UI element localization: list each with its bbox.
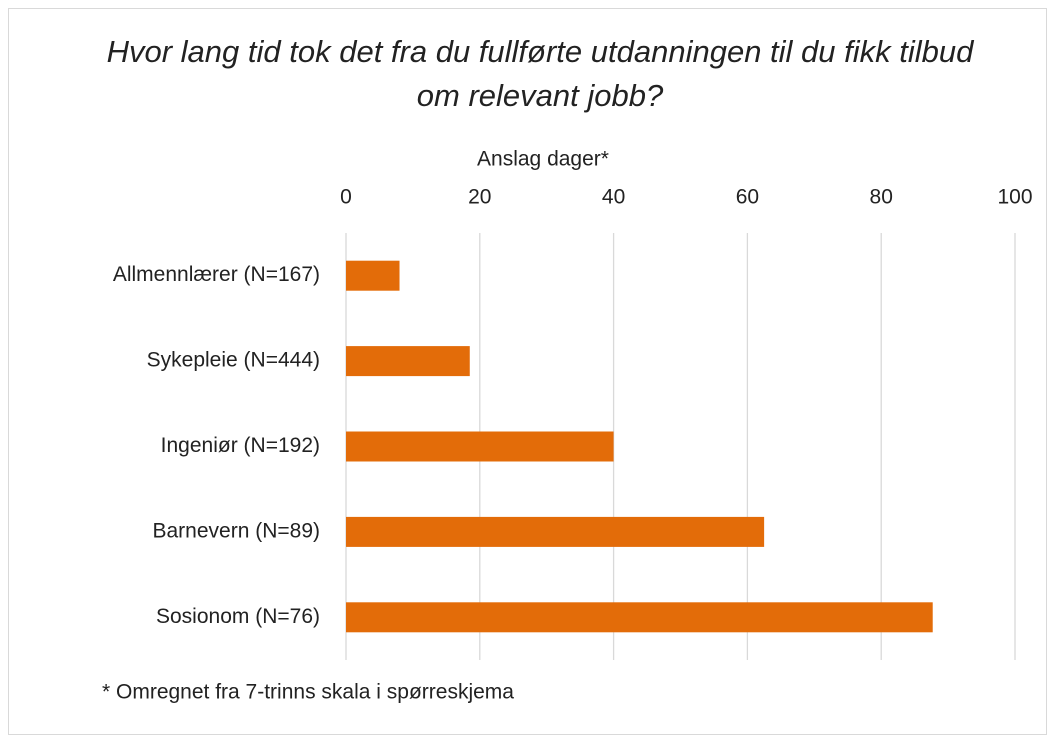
x-tick-label: 40 — [602, 186, 625, 209]
x-tick-label: 60 — [736, 186, 759, 209]
x-tick-label: 20 — [468, 186, 491, 209]
footnote: * Omregnet fra 7-trinns skala i spørresk… — [102, 681, 514, 704]
y-tick-label: Ingeniør (N=192) — [161, 434, 320, 457]
axis-label: Anslag dager* — [477, 148, 609, 171]
bar — [346, 431, 614, 462]
bar — [346, 346, 470, 377]
chart-border — [8, 8, 1047, 735]
chart-title: Hvor lang tid tok det fra du fullførte u… — [106, 34, 974, 113]
x-tick-label: 100 — [997, 186, 1032, 209]
bar — [346, 260, 400, 291]
x-tick-label: 80 — [870, 186, 893, 209]
x-tick-label: 0 — [340, 186, 352, 209]
y-tick-label: Sosionom (N=76) — [156, 605, 320, 628]
y-tick-label: Sykepleie (N=444) — [147, 349, 320, 372]
bar — [346, 602, 933, 633]
y-tick-label: Barnevern (N=89) — [153, 519, 321, 542]
y-tick-label: Allmennlærer (N=167) — [113, 263, 320, 286]
bar — [346, 516, 765, 547]
